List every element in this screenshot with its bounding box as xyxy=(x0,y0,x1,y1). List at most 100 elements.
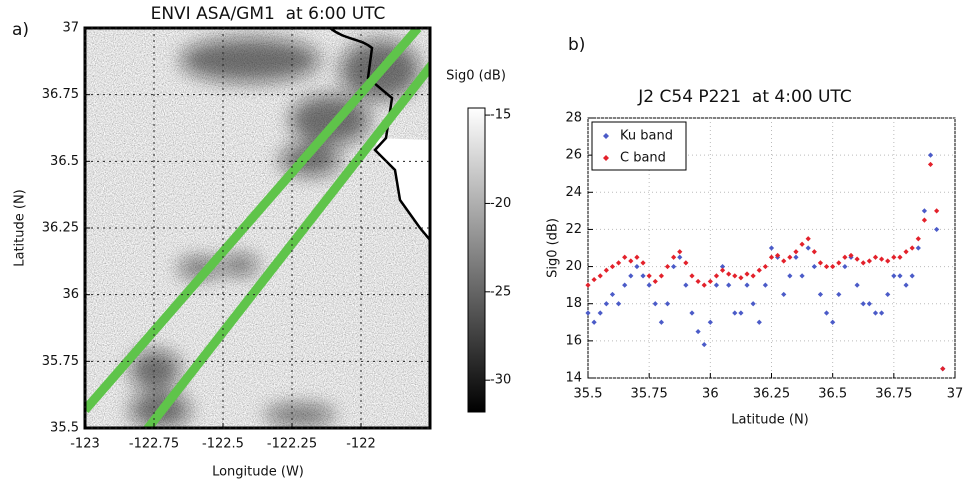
data-point xyxy=(793,254,799,260)
y-tick-label: 36.75 xyxy=(42,87,79,102)
y-tick-label: 35.75 xyxy=(42,354,79,369)
data-point xyxy=(603,267,609,273)
data-point xyxy=(640,273,646,279)
data-point xyxy=(848,252,854,259)
data-point xyxy=(585,310,591,316)
data-point xyxy=(903,282,909,288)
data-point xyxy=(597,273,603,279)
data-point xyxy=(854,256,860,262)
x-tick-label: -122.25 xyxy=(267,437,317,452)
data-point xyxy=(664,301,671,307)
y-tick-label: 28 xyxy=(565,111,582,126)
data-point xyxy=(940,366,946,372)
data-point xyxy=(842,263,848,270)
data-point xyxy=(609,263,616,270)
data-point xyxy=(811,249,817,255)
y-tick-label: 14 xyxy=(565,371,582,386)
colorbar-tick-label: -30 xyxy=(490,373,511,388)
data-point xyxy=(658,319,664,325)
data-point xyxy=(719,267,726,273)
data-point xyxy=(879,256,885,262)
y-tick-label: 18 xyxy=(565,296,582,311)
data-point xyxy=(689,310,695,316)
data-point xyxy=(652,278,658,285)
x-tick-label: 36.25 xyxy=(753,387,790,402)
data-point xyxy=(744,282,750,288)
data-point xyxy=(823,310,830,316)
data-point xyxy=(860,301,866,307)
data-point xyxy=(713,273,720,279)
data-point xyxy=(787,273,793,279)
data-point xyxy=(701,282,707,288)
data-point xyxy=(762,263,768,270)
data-point xyxy=(915,236,921,242)
data-point xyxy=(830,263,836,270)
data-point xyxy=(842,254,848,260)
legend-label: Ku band xyxy=(620,129,673,144)
legend-marker xyxy=(603,133,609,139)
data-point xyxy=(732,310,738,316)
data-point xyxy=(897,273,903,279)
y-tick-label: 36.5 xyxy=(50,154,79,169)
data-point xyxy=(860,260,866,266)
data-point xyxy=(836,260,842,266)
data-point xyxy=(897,254,903,260)
data-point xyxy=(866,258,872,264)
data-point xyxy=(634,263,640,270)
y-tick-label: 36.25 xyxy=(42,221,79,236)
data-point xyxy=(799,273,805,279)
data-point xyxy=(915,245,921,251)
data-point xyxy=(872,310,879,316)
data-point xyxy=(854,282,860,288)
data-point xyxy=(817,260,824,266)
data-point xyxy=(732,273,738,279)
colorbar-tick-label: -25 xyxy=(490,284,511,299)
data-point xyxy=(744,271,750,277)
data-point xyxy=(805,236,811,242)
data-point xyxy=(738,275,744,281)
data-point xyxy=(762,282,768,288)
data-point xyxy=(603,301,609,307)
colorbar-tick-label: -20 xyxy=(490,196,511,211)
data-point xyxy=(634,254,640,260)
data-point xyxy=(683,282,689,288)
data-point xyxy=(726,271,732,277)
data-point xyxy=(591,276,597,283)
data-point xyxy=(615,260,622,266)
data-point xyxy=(775,252,781,259)
data-point xyxy=(585,282,591,288)
data-point xyxy=(885,291,891,298)
data-point xyxy=(707,278,713,285)
data-point xyxy=(707,319,713,325)
x-axis-label: Latitude (N) xyxy=(731,413,809,428)
panel-label: a) xyxy=(12,20,29,40)
x-tick-label: 35.75 xyxy=(631,387,668,402)
data-point xyxy=(695,328,701,335)
data-point xyxy=(658,273,664,279)
x-tick-label: 35.5 xyxy=(574,387,603,402)
data-point xyxy=(787,254,793,260)
panel-b: b) J2 C54 P221 at 4:00 UTC Latitude (N) … xyxy=(546,35,964,428)
data-point xyxy=(836,291,842,298)
y-tick-label: 35.5 xyxy=(50,421,79,436)
data-point xyxy=(805,245,811,251)
data-point xyxy=(677,249,683,255)
data-point xyxy=(921,208,928,214)
data-point xyxy=(671,254,677,260)
data-point xyxy=(934,226,940,233)
panel-label: b) xyxy=(568,35,585,55)
x-tick-label: 36.75 xyxy=(875,387,912,402)
y-axis-label: Latitude (N) xyxy=(13,189,28,267)
data-point xyxy=(866,301,872,307)
data-point xyxy=(609,291,616,298)
chart-title: J2 C54 P221 at 4:00 UTC xyxy=(637,87,851,107)
data-point xyxy=(909,273,915,279)
data-point xyxy=(885,258,891,264)
data-point xyxy=(683,260,689,266)
data-point xyxy=(927,152,934,158)
data-point xyxy=(591,319,597,325)
data-point xyxy=(719,263,726,270)
data-point xyxy=(811,263,817,270)
data-point xyxy=(756,319,762,325)
